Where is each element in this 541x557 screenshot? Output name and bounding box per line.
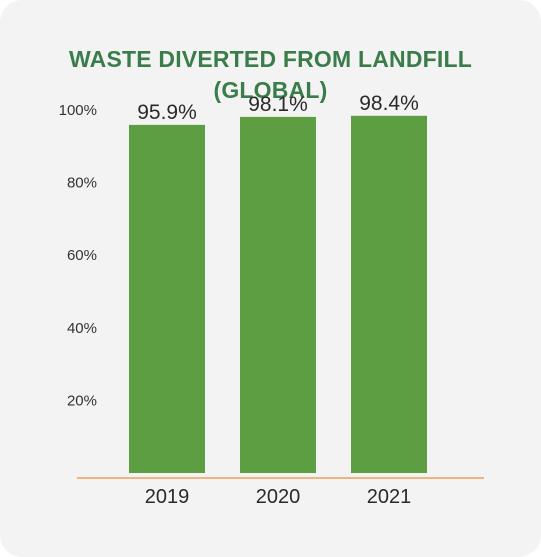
y-tick-label: 100%: [59, 102, 97, 119]
bar-value-label: 98.4%: [359, 92, 419, 115]
y-tick-label: 60%: [67, 247, 97, 264]
y-tick-label: 80%: [67, 175, 97, 192]
category-labels: 2019 2020 2021: [145, 486, 412, 508]
y-axis-ticks: 20% 40% 60% 80% 100%: [59, 102, 97, 409]
bar-value-label: 95.9%: [137, 101, 197, 124]
x-category-label: 2021: [367, 486, 412, 508]
bar: [240, 116, 316, 473]
chart-title: WASTE DIVERTED FROM LANDFILL (GLOBAL): [0, 44, 541, 106]
chart-title-line-2: (GLOBAL): [213, 77, 328, 103]
data-labels: 95.9% 98.1% 98.4%: [137, 92, 419, 124]
bar: [351, 115, 427, 474]
bar: [129, 124, 205, 474]
x-category-label: 2020: [256, 486, 301, 508]
chart-title-line-1: WASTE DIVERTED FROM LANDFILL: [69, 46, 472, 72]
bars: [129, 115, 427, 474]
bar-value-label: 98.1%: [248, 93, 308, 116]
x-category-label: 2019: [145, 486, 190, 508]
y-tick-label: 40%: [67, 320, 97, 337]
y-tick-label: 20%: [67, 392, 97, 409]
